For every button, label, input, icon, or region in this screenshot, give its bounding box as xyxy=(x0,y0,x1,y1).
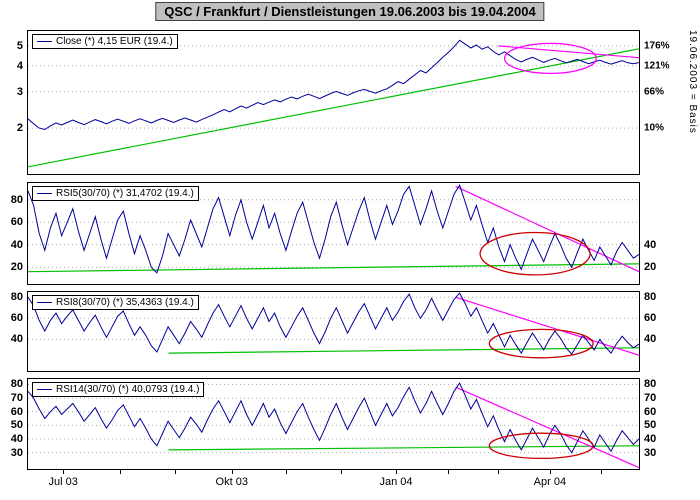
price-plot xyxy=(28,39,639,168)
x-axis-label: Okt 03 xyxy=(215,476,248,488)
y-axis-tick-label-left: 60 xyxy=(10,216,23,229)
price-legend-box: Close (*) 4,15 EUR (19.4.) xyxy=(32,34,178,49)
x-axis-tick xyxy=(119,470,121,474)
y-axis-tick-label-right: 40 xyxy=(644,238,657,251)
trendline xyxy=(455,386,639,469)
x-axis-tick xyxy=(447,470,449,474)
series-line xyxy=(28,39,639,131)
y-axis-tick-label-left: 40 xyxy=(10,333,23,346)
trendline xyxy=(28,48,639,168)
y-axis-tick-label-right: 40 xyxy=(644,333,657,346)
annotation-ellipse xyxy=(488,328,594,359)
series-line xyxy=(28,292,639,355)
y-axis-tick-label-right: 60 xyxy=(644,312,657,325)
annotation-ellipse xyxy=(503,42,597,75)
rsi5-legend-box: RSI5(30/70) (*) 31,4702 (19.4.) xyxy=(32,186,199,201)
trendline xyxy=(498,45,639,59)
y-axis-tick-label-right: 30 xyxy=(644,446,657,459)
trendline xyxy=(28,263,639,273)
rsi14-plot xyxy=(28,382,639,469)
y-axis-tick-label-right: 176% xyxy=(644,40,670,52)
trendline xyxy=(168,347,639,354)
chart-title: QSC / Frankfurt / Dienstleistungen 19.06… xyxy=(155,2,545,21)
y-axis-tick-label-left: 30 xyxy=(10,446,23,459)
y-axis-tick-label-left: 2 xyxy=(16,122,23,135)
right-axis-basis-label: 19.06.2003 = Basis xyxy=(687,30,698,134)
x-axis-label: Jan 04 xyxy=(379,476,413,488)
x-axis-tick xyxy=(601,470,603,474)
y-axis-tick-label-left: 40 xyxy=(10,238,23,251)
series-line-swatch xyxy=(37,192,52,194)
series-line-swatch xyxy=(37,301,52,303)
x-axis-tick xyxy=(63,470,65,474)
annotation-ellipse xyxy=(479,231,591,276)
y-axis-tick-label-right: 70 xyxy=(644,392,657,405)
rsi14-panel: RSI14(30/70) (*) 40,0793 (19.4.) xyxy=(27,378,640,470)
trendline xyxy=(455,296,639,356)
annotation-ellipse xyxy=(488,432,594,460)
series-line xyxy=(28,184,639,274)
x-axis-tick xyxy=(286,470,288,474)
y-axis-tick-label-right: 10% xyxy=(644,122,665,134)
rsi14-legend-box: RSI14(30/70) (*) 40,0793 (19.4.) xyxy=(32,382,205,397)
series-line xyxy=(28,382,639,454)
x-axis-label: Jul 03 xyxy=(48,476,78,488)
y-axis-tick-label-left: 5 xyxy=(16,39,23,52)
y-axis-tick-label-right: 50 xyxy=(644,419,657,432)
rsi8-panel: RSI8(30/70) (*) 35,4363 (19.4.) xyxy=(27,291,640,372)
y-axis-tick-label-left: 60 xyxy=(10,405,23,418)
rsi5-legend-label: RSI5(30/70) (*) 31,4702 (19.4.) xyxy=(56,188,194,199)
rsi8-legend-label: RSI8(30/70) (*) 35,4363 (19.4.) xyxy=(56,297,194,308)
x-axis-tick xyxy=(498,470,500,474)
y-axis-tick-label-left: 50 xyxy=(10,419,23,432)
y-axis-tick-label-left: 60 xyxy=(10,312,23,325)
x-axis-tick xyxy=(175,470,177,474)
rsi5-panel: RSI5(30/70) (*) 31,4702 (19.4.) xyxy=(27,182,640,285)
y-axis-tick-label-left: 70 xyxy=(10,392,23,405)
x-axis-tick xyxy=(231,470,233,474)
y-axis-tick-label-right: 40 xyxy=(644,433,657,445)
price-panel: Close (*) 4,15 EUR (19.4.) xyxy=(27,30,640,175)
y-axis-tick-label-left: 3 xyxy=(16,85,23,98)
rsi8-plot xyxy=(28,292,639,359)
y-axis-tick-label-right: 121% xyxy=(644,60,670,72)
y-axis-tick-label-left: 80 xyxy=(10,291,23,304)
y-axis-tick-label-left: 40 xyxy=(10,433,23,445)
y-axis-tick-label-left: 4 xyxy=(16,59,23,72)
series-line-swatch xyxy=(37,40,52,42)
rsi14-legend-label: RSI14(30/70) (*) 40,0793 (19.4.) xyxy=(56,384,200,395)
series-line-swatch xyxy=(37,388,52,390)
trendline xyxy=(455,185,639,273)
y-axis-tick-label-left: 80 xyxy=(10,378,23,391)
x-axis-label: Apr 04 xyxy=(533,476,567,488)
price-legend-label: Close (*) 4,15 EUR (19.4.) xyxy=(56,36,173,47)
trendline xyxy=(168,445,639,451)
x-axis-tick xyxy=(396,470,398,474)
y-axis-tick-label-right: 66% xyxy=(644,86,665,98)
rsi8-legend-box: RSI8(30/70) (*) 35,4363 (19.4.) xyxy=(32,295,199,310)
y-axis-tick-label-right: 20 xyxy=(644,261,657,274)
x-axis-tick xyxy=(341,470,343,474)
y-axis-tick-label-left: 20 xyxy=(10,261,23,274)
y-axis-tick-label-right: 80 xyxy=(644,291,657,304)
y-axis-tick-label-right: 80 xyxy=(644,378,657,391)
x-axis-tick xyxy=(549,470,551,474)
y-axis-tick-label-right: 60 xyxy=(644,405,657,418)
rsi5-plot xyxy=(28,184,639,276)
y-axis-tick-label-left: 80 xyxy=(10,193,23,206)
